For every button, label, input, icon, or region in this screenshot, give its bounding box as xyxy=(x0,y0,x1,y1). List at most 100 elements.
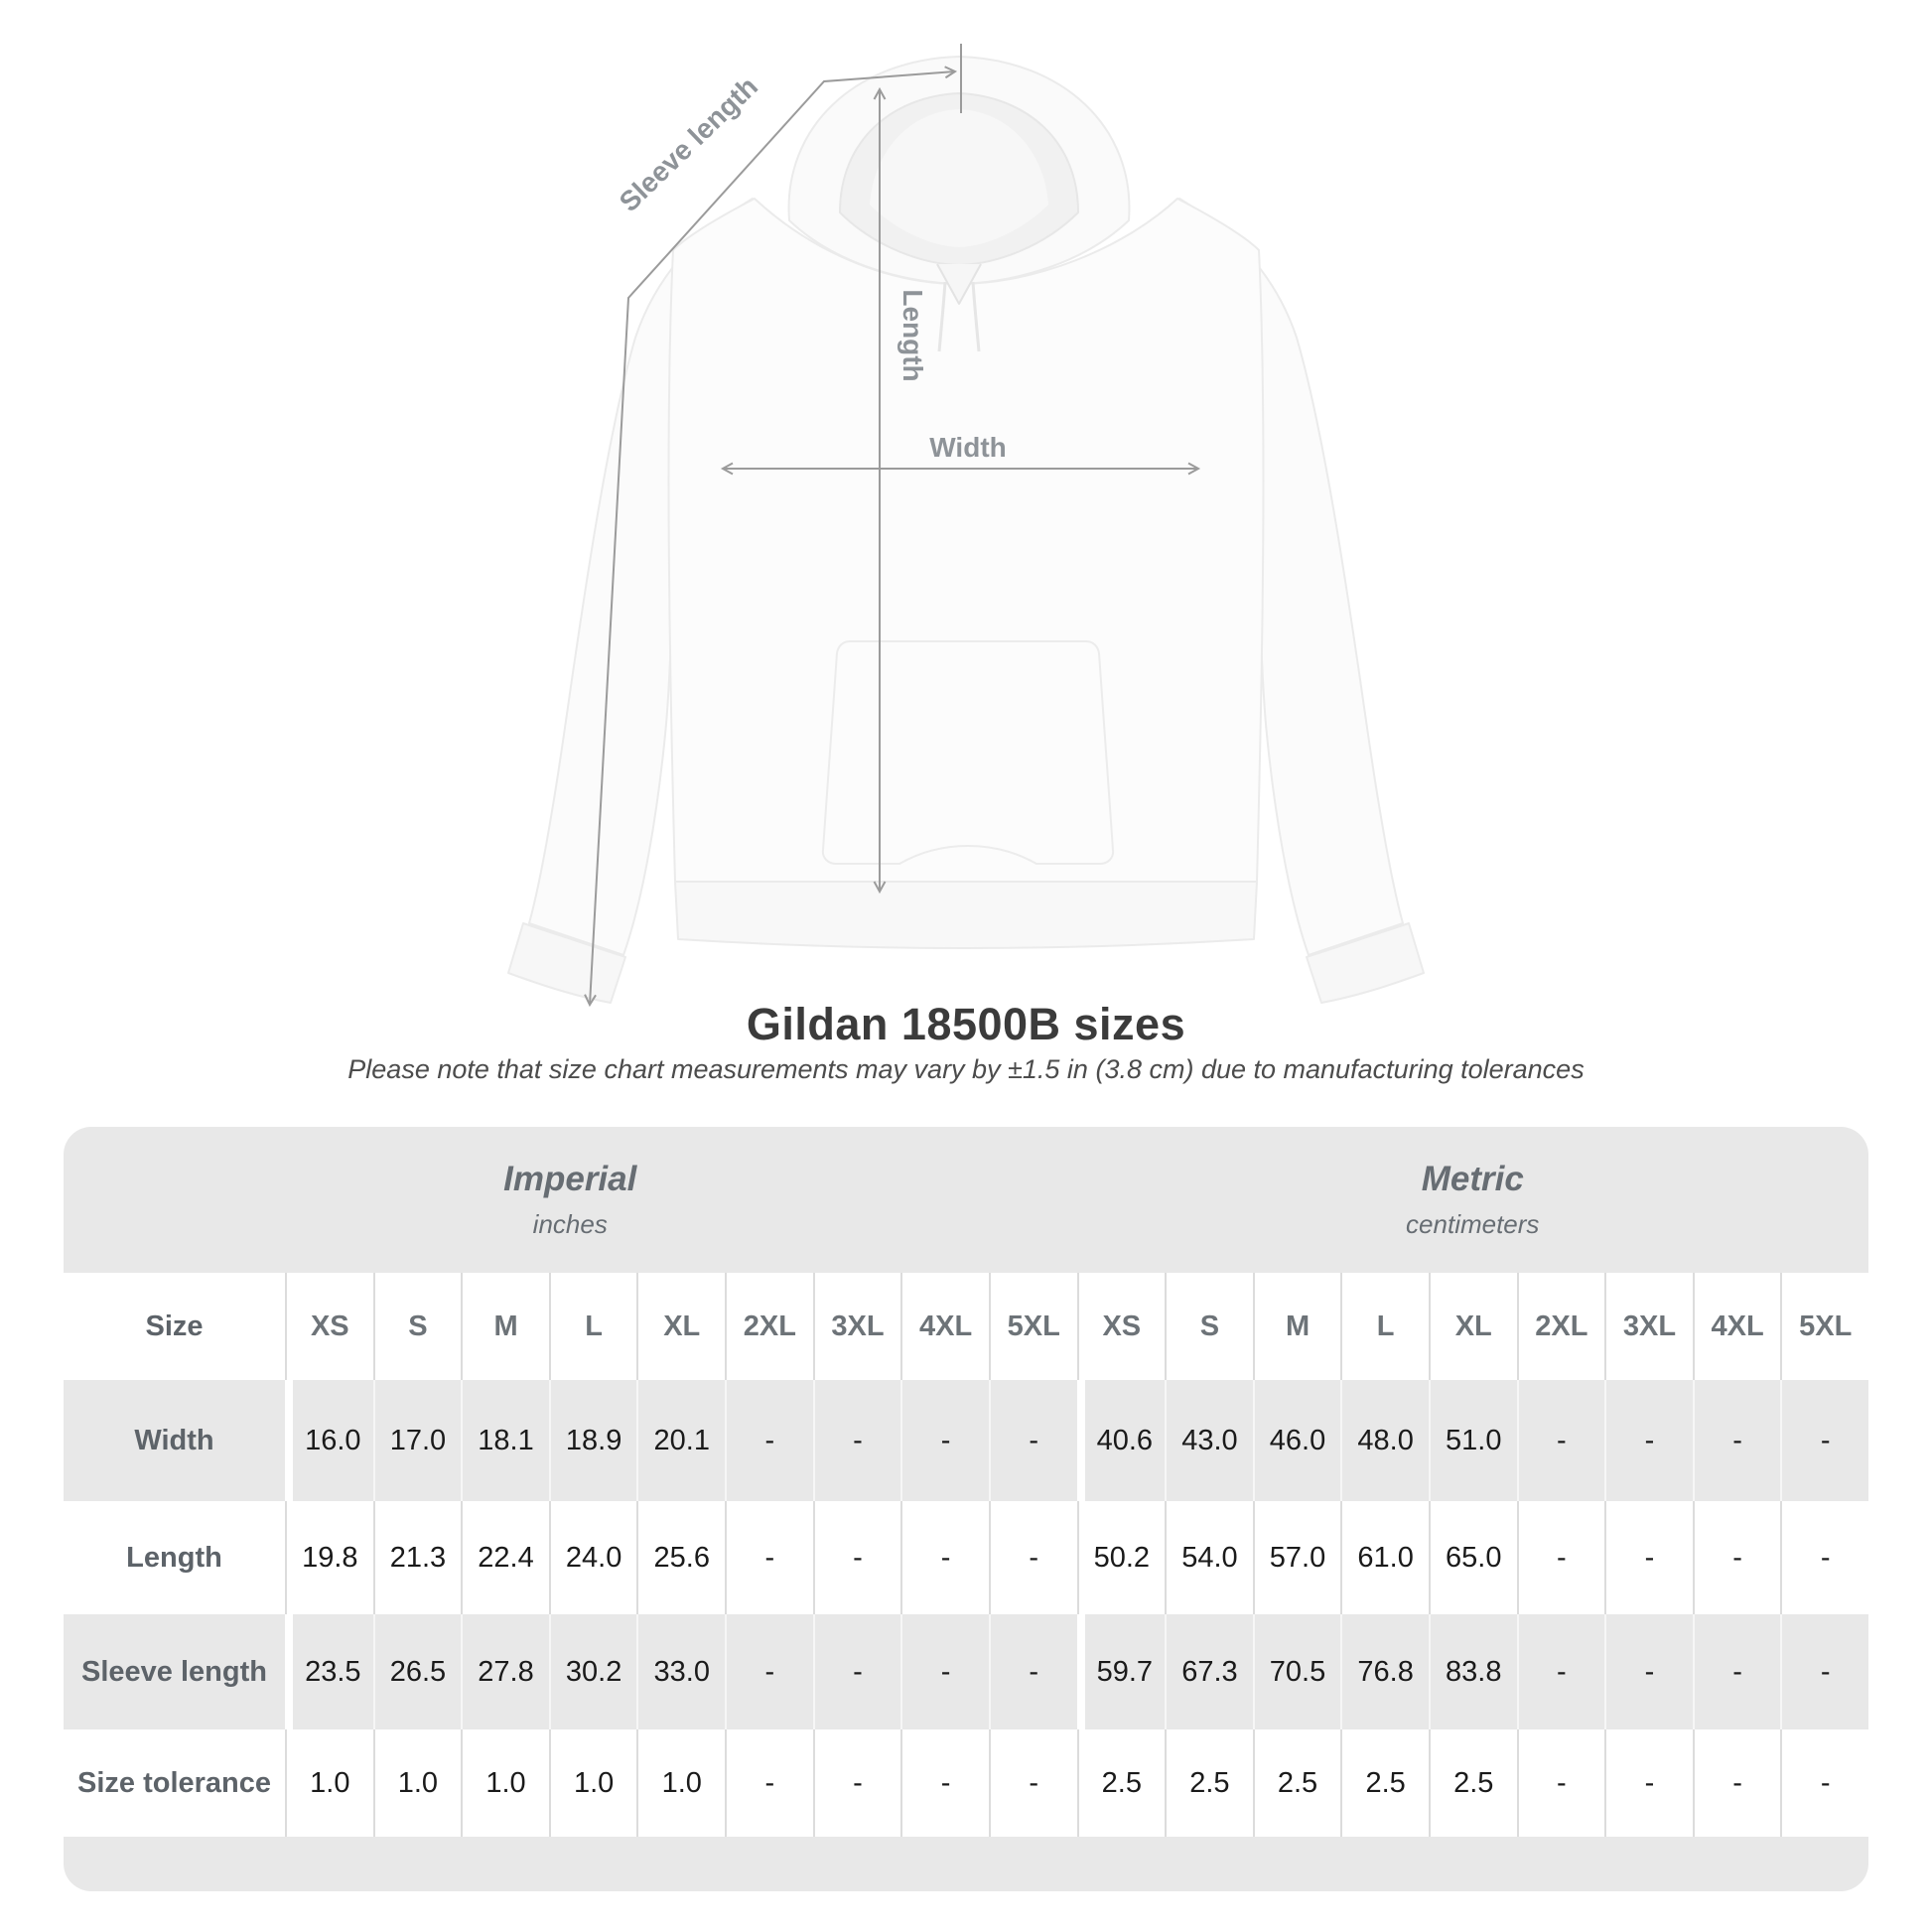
imperial-unit: inches xyxy=(532,1209,608,1239)
table-cell: 2.5 xyxy=(1428,1729,1517,1837)
table-cell: - xyxy=(1692,1380,1781,1501)
size-header-cell: XL xyxy=(1428,1273,1517,1380)
size-header-cell: XS xyxy=(285,1273,373,1380)
table-cell: - xyxy=(812,1501,901,1614)
table-cell: - xyxy=(812,1380,901,1501)
size-header-cell: L xyxy=(1340,1273,1429,1380)
table-cell: - xyxy=(1516,1614,1605,1729)
size-chart-card: Imperial inches Metric centimeters Size X… xyxy=(64,1127,1868,1891)
metric-unit: centimeters xyxy=(1406,1209,1540,1239)
size-header-cell: 4XL xyxy=(900,1273,989,1380)
metric-title: Metric xyxy=(1421,1160,1524,1198)
table-cell: - xyxy=(1692,1501,1781,1614)
table-cell: - xyxy=(812,1614,901,1729)
size-header-cell: 2XL xyxy=(725,1273,813,1380)
size-header-cell: XL xyxy=(636,1273,725,1380)
table-cell: 17.0 xyxy=(372,1380,462,1501)
table-cell: - xyxy=(1604,1380,1693,1501)
table-cell: 16.0 xyxy=(285,1380,373,1501)
table-cell: 1.0 xyxy=(548,1729,637,1837)
table-cell: - xyxy=(988,1501,1077,1614)
size-header-row: Size XS S M L XL 2XL 3XL 4XL 5XL XS S M L XL 2XL 3XL 4XL 5… xyxy=(64,1273,1868,1380)
size-header-cell: 4XL xyxy=(1692,1273,1781,1380)
table-cell: - xyxy=(725,1380,813,1501)
table-cell: 48.0 xyxy=(1340,1380,1429,1501)
row-label: Sleeve length xyxy=(81,1655,267,1688)
table-cell: 18.9 xyxy=(548,1380,637,1501)
width-label: Width xyxy=(929,432,1007,463)
table-cell: 61.0 xyxy=(1340,1501,1429,1614)
length-label: Length xyxy=(897,289,928,381)
table-cell: 76.8 xyxy=(1340,1614,1429,1729)
size-header-cell: S xyxy=(1165,1273,1253,1380)
table-cell: - xyxy=(900,1614,989,1729)
row-label: Size xyxy=(145,1310,204,1342)
table-cell: - xyxy=(1604,1614,1693,1729)
table-cell: 26.5 xyxy=(372,1614,462,1729)
table-cell: 2.5 xyxy=(1076,1729,1166,1837)
size-table: Size XS S M L XL 2XL 3XL 4XL 5XL XS S M L XL 2XL 3XL 4XL 5… xyxy=(64,1273,1868,1837)
table-cell: 1.0 xyxy=(461,1729,549,1837)
size-header-cell: S xyxy=(372,1273,462,1380)
size-header-cell: M xyxy=(1252,1273,1341,1380)
size-header-cell: 2XL xyxy=(1516,1273,1605,1380)
table-row: Sleeve length 23.5 26.5 27.8 30.2 33.0- - - -59.… xyxy=(64,1614,1868,1729)
table-cell: - xyxy=(988,1729,1077,1837)
table-cell: - xyxy=(1780,1614,1868,1729)
table-cell: - xyxy=(988,1380,1077,1501)
table-cell: - xyxy=(1516,1729,1605,1837)
table-cell: - xyxy=(1780,1501,1868,1614)
units-band: Imperial inches Metric centimeters xyxy=(64,1127,1868,1273)
table-cell: 54.0 xyxy=(1165,1501,1253,1614)
hoodie-diagram-svg: Sleeve length Length Width xyxy=(507,44,1425,1008)
table-cell: 67.3 xyxy=(1165,1614,1253,1729)
table-cell: 2.5 xyxy=(1252,1729,1341,1837)
metric-group-header: Metric centimeters xyxy=(1077,1127,1869,1273)
size-header-cell: 5XL xyxy=(988,1273,1077,1380)
table-cell: 20.1 xyxy=(636,1380,725,1501)
size-header-cell: M xyxy=(461,1273,549,1380)
table-cell: 30.2 xyxy=(548,1614,637,1729)
table-cell: - xyxy=(725,1729,813,1837)
table-cell: 70.5 xyxy=(1252,1614,1341,1729)
table-cell: 2.5 xyxy=(1165,1729,1253,1837)
table-cell: 43.0 xyxy=(1165,1380,1253,1501)
table-cell: - xyxy=(725,1501,813,1614)
table-cell: 59.7 xyxy=(1076,1614,1166,1729)
table-cell: 18.1 xyxy=(461,1380,549,1501)
table-row: Width 16.0 17.0 18.1 18.9 20.1- - - -40.6 43.0 46.… xyxy=(64,1380,1868,1501)
table-cell: 83.8 xyxy=(1428,1614,1517,1729)
table-cell: 1.0 xyxy=(285,1729,373,1837)
table-cell: - xyxy=(900,1380,989,1501)
table-cell: 1.0 xyxy=(372,1729,462,1837)
table-cell: 21.3 xyxy=(372,1501,462,1614)
table-cell: 40.6 xyxy=(1076,1380,1166,1501)
table-row: Size tolerance 1.0 1.0 1.0 1.0 1.0- - - -2.5 2.5 2… xyxy=(64,1729,1868,1837)
table-cell: 57.0 xyxy=(1252,1501,1341,1614)
row-label: Width xyxy=(134,1424,214,1456)
table-cell: 2.5 xyxy=(1340,1729,1429,1837)
table-cell: - xyxy=(900,1729,989,1837)
table-row: Length 19.8 21.3 22.4 24.0 25.6- - - -50.2 54.0 57… xyxy=(64,1501,1868,1614)
size-header-cell: 3XL xyxy=(1604,1273,1693,1380)
table-cell: 24.0 xyxy=(548,1501,637,1614)
table-cell: 65.0 xyxy=(1428,1501,1517,1614)
table-cell: 27.8 xyxy=(461,1614,549,1729)
size-header-cell: L xyxy=(548,1273,637,1380)
row-label: Length xyxy=(126,1541,222,1574)
table-cell: 50.2 xyxy=(1076,1501,1166,1614)
imperial-group-header: Imperial inches xyxy=(64,1127,1077,1273)
table-cell: - xyxy=(1692,1729,1781,1837)
size-header-cell: 5XL xyxy=(1780,1273,1868,1380)
table-cell: 22.4 xyxy=(461,1501,549,1614)
sleeve-length-label: Sleeve length xyxy=(614,70,763,217)
table-cell: 23.5 xyxy=(285,1614,373,1729)
row-label: Size tolerance xyxy=(76,1766,272,1799)
table-cell: - xyxy=(812,1729,901,1837)
table-cell: 25.6 xyxy=(636,1501,725,1614)
table-cell: - xyxy=(1604,1729,1693,1837)
table-cell: - xyxy=(988,1614,1077,1729)
sleeve-length-arrow xyxy=(584,66,958,1008)
size-header-cell: 3XL xyxy=(812,1273,901,1380)
